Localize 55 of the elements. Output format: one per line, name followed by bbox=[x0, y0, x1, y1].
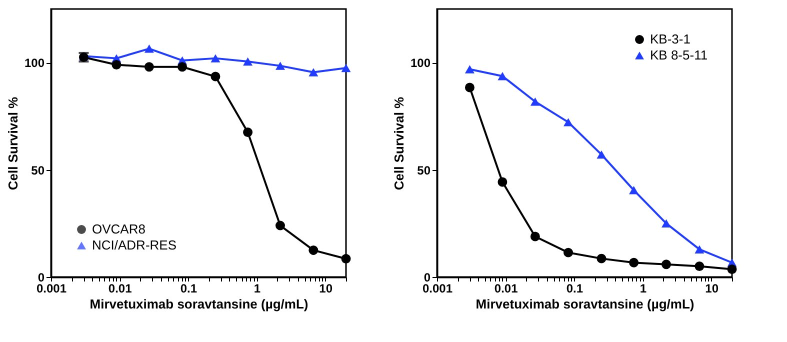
point bbox=[596, 150, 606, 159]
point bbox=[530, 98, 540, 106]
point bbox=[564, 248, 574, 258]
point bbox=[308, 245, 318, 255]
legend-label: OVCAR8 bbox=[92, 222, 146, 236]
y-tick-label: 100 bbox=[24, 56, 45, 70]
point bbox=[243, 57, 253, 66]
y-tick-label: 50 bbox=[31, 163, 45, 178]
x-tick-label: 10 bbox=[705, 282, 719, 296]
x-tick-label: 0.01 bbox=[108, 282, 132, 296]
point bbox=[144, 62, 154, 72]
point bbox=[727, 264, 737, 274]
point bbox=[276, 220, 285, 230]
x-tick-label: 1 bbox=[254, 282, 261, 296]
x-tick-label: 0.1 bbox=[180, 282, 198, 296]
point bbox=[464, 82, 474, 92]
point bbox=[144, 44, 154, 53]
point bbox=[629, 258, 639, 268]
point bbox=[210, 72, 220, 82]
legend-label: NCI/ADR-RES bbox=[92, 238, 177, 252]
x-tick-label: 0.01 bbox=[494, 282, 518, 296]
y-axis-title: Cell Survival % bbox=[5, 96, 20, 190]
point bbox=[341, 64, 351, 72]
legend-label: KB 8-5-11 bbox=[650, 48, 708, 62]
point bbox=[530, 232, 540, 242]
x-axis-title: Mirvetuximab soravtansine (µg/mL) bbox=[90, 296, 308, 312]
point bbox=[498, 72, 508, 80]
point bbox=[308, 68, 318, 76]
point bbox=[694, 262, 704, 272]
point bbox=[112, 60, 122, 70]
y-tick-label: 50 bbox=[417, 163, 431, 178]
x-tick-label: 0.001 bbox=[422, 282, 453, 296]
point bbox=[564, 118, 574, 126]
x-axis-title: Mirvetuximab soravtansine (µg/mL) bbox=[476, 296, 694, 312]
y-tick-label: 100 bbox=[410, 56, 431, 70]
point bbox=[341, 254, 351, 264]
x-tick-label: 0.1 bbox=[566, 282, 584, 296]
point bbox=[662, 260, 671, 270]
point bbox=[464, 65, 474, 74]
point bbox=[694, 245, 704, 254]
point bbox=[243, 128, 253, 138]
x-tick-label: 0.001 bbox=[36, 282, 67, 296]
point bbox=[662, 219, 671, 228]
point bbox=[178, 62, 188, 72]
point bbox=[210, 54, 220, 62]
point bbox=[596, 254, 606, 264]
y-axis-title: Cell Survival % bbox=[391, 96, 406, 190]
point bbox=[498, 177, 508, 187]
legend-label: KB-3-1 bbox=[650, 32, 690, 46]
x-tick-label: 1 bbox=[640, 282, 647, 296]
y-tick-label: 0 bbox=[424, 270, 431, 284]
point bbox=[629, 186, 639, 194]
y-tick-label: 0 bbox=[38, 270, 45, 284]
x-tick-label: 10 bbox=[319, 282, 333, 296]
point bbox=[276, 62, 285, 70]
